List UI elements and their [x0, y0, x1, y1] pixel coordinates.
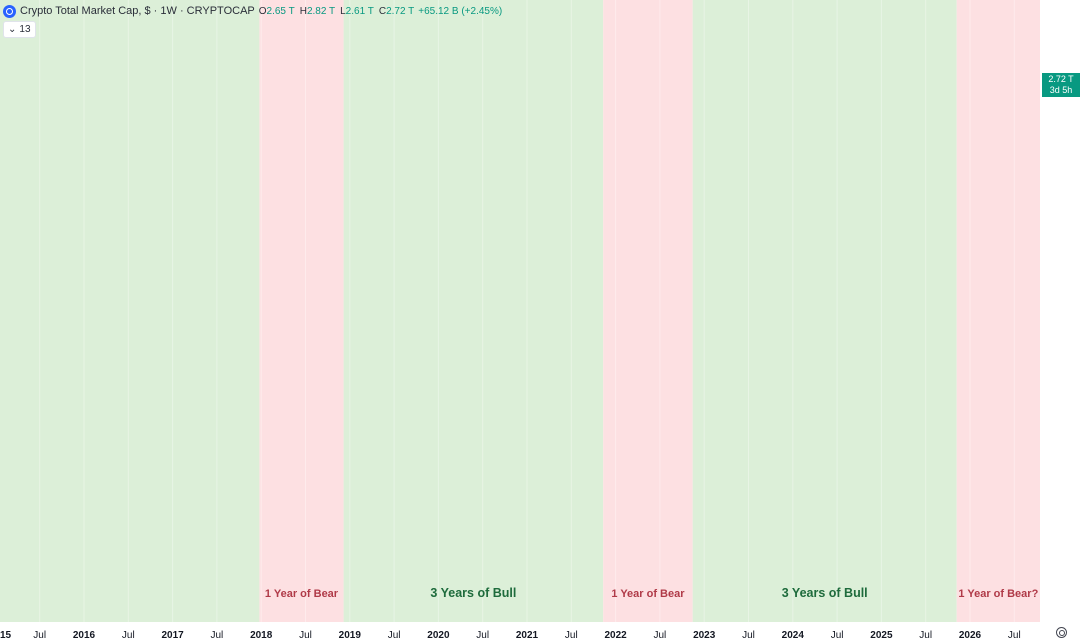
indicators-toggle-button[interactable]: ⌄ 13 — [3, 21, 36, 38]
x-tick-label-5: Jul — [211, 630, 224, 641]
bar-countdown: 3d 5h — [1049, 85, 1073, 95]
ohlc-close-key: C — [378, 5, 387, 17]
x-tick-label-1: Jul — [33, 630, 46, 641]
x-tick-label-2: 2016 — [73, 630, 96, 641]
x-tick-label-10: 2020 — [427, 630, 450, 641]
ohlc-low-value: 2.61 T — [345, 5, 374, 17]
region-band-bull-2 — [343, 0, 604, 622]
x-tick-label-7: Jul — [299, 630, 312, 641]
ohlc-high-key: H — [299, 5, 307, 17]
x-tick-label-17: Jul — [742, 630, 755, 641]
symbol-title[interactable]: Crypto Total Market Cap, $ · 1W · CRYPTO… — [20, 5, 255, 17]
region-label-4: 3 Years of Bull — [782, 586, 868, 600]
x-tick-label-19: Jul — [831, 630, 844, 641]
ohlc-close-value: 2.72 T — [386, 5, 415, 17]
region-label-2: 3 Years of Bull — [430, 586, 516, 600]
x-tick-label-13: Jul — [565, 630, 578, 641]
x-tick-label-23: Jul — [1008, 630, 1021, 641]
x-tick-label-4: 2017 — [161, 630, 184, 641]
region-band-bull-4 — [692, 0, 957, 622]
time-axis-bg — [0, 622, 1080, 643]
x-tick-label-21: Jul — [919, 630, 932, 641]
ohlc-high-value: 2.82 T — [306, 5, 336, 17]
settings-gear-icon[interactable] — [1056, 627, 1067, 638]
x-tick-label-12: 2021 — [516, 630, 539, 641]
x-tick-label-6: 2018 — [250, 630, 273, 641]
x-tick-label-18: 2024 — [782, 630, 805, 641]
chevron-down-icon: ⌄ — [8, 24, 17, 35]
cryptocap-logo-icon — [3, 4, 16, 18]
ohlc-open-value: 2.65 T — [266, 5, 295, 17]
region-label-1: 1 Year of Bear — [265, 588, 339, 600]
x-tick-label-0: 15 — [0, 630, 12, 641]
legend-header[interactable]: Crypto Total Market Cap, $ · 1W · CRYPTO… — [3, 3, 502, 19]
x-tick-label-22: 2026 — [959, 630, 982, 641]
last-price-value: 2.72 T — [1048, 74, 1074, 84]
x-tick-label-14: 2022 — [604, 630, 627, 641]
region-labels: 1 Year of Bear 3 Years of Bull 1 Year of B… — [265, 586, 1039, 600]
x-tick-label-9: Jul — [388, 630, 401, 641]
time-axis: 15 Jul 2016 Jul 2017 Jul 2018 Jul 2019 Jul 2020 Jul… — [0, 630, 1021, 641]
region-label-3: 1 Year of Bear — [611, 588, 685, 600]
region-label-5: 1 Year of Bear? — [958, 588, 1038, 600]
x-tick-label-11: Jul — [476, 630, 489, 641]
x-tick-label-8: 2019 — [339, 630, 362, 641]
region-band-bear-1 — [259, 0, 344, 622]
price-axis-bg — [1040, 0, 1080, 643]
x-tick-label-3: Jul — [122, 630, 135, 641]
ohlc-low-key: L — [340, 5, 346, 17]
x-tick-label-20: 2025 — [870, 630, 893, 641]
region-band-bear-5 — [956, 0, 1040, 622]
grid-lines — [39, 0, 1015, 622]
ohlc-values: O2.65 T H2.82 T L2.61 T C2.72 T — [259, 6, 415, 17]
region-band-bull-0 — [0, 0, 260, 622]
x-tick-label-15: Jul — [654, 630, 667, 641]
ohlc-open-key: O — [258, 5, 267, 17]
x-tick-label-16: 2023 — [693, 630, 716, 641]
price-change: +65.12 B (+2.45%) — [418, 5, 503, 17]
last-price-badge: 2.72 T 3d 5h — [1042, 73, 1080, 97]
indicator-count: 13 — [19, 24, 31, 35]
region-band-bear-3 — [603, 0, 693, 622]
